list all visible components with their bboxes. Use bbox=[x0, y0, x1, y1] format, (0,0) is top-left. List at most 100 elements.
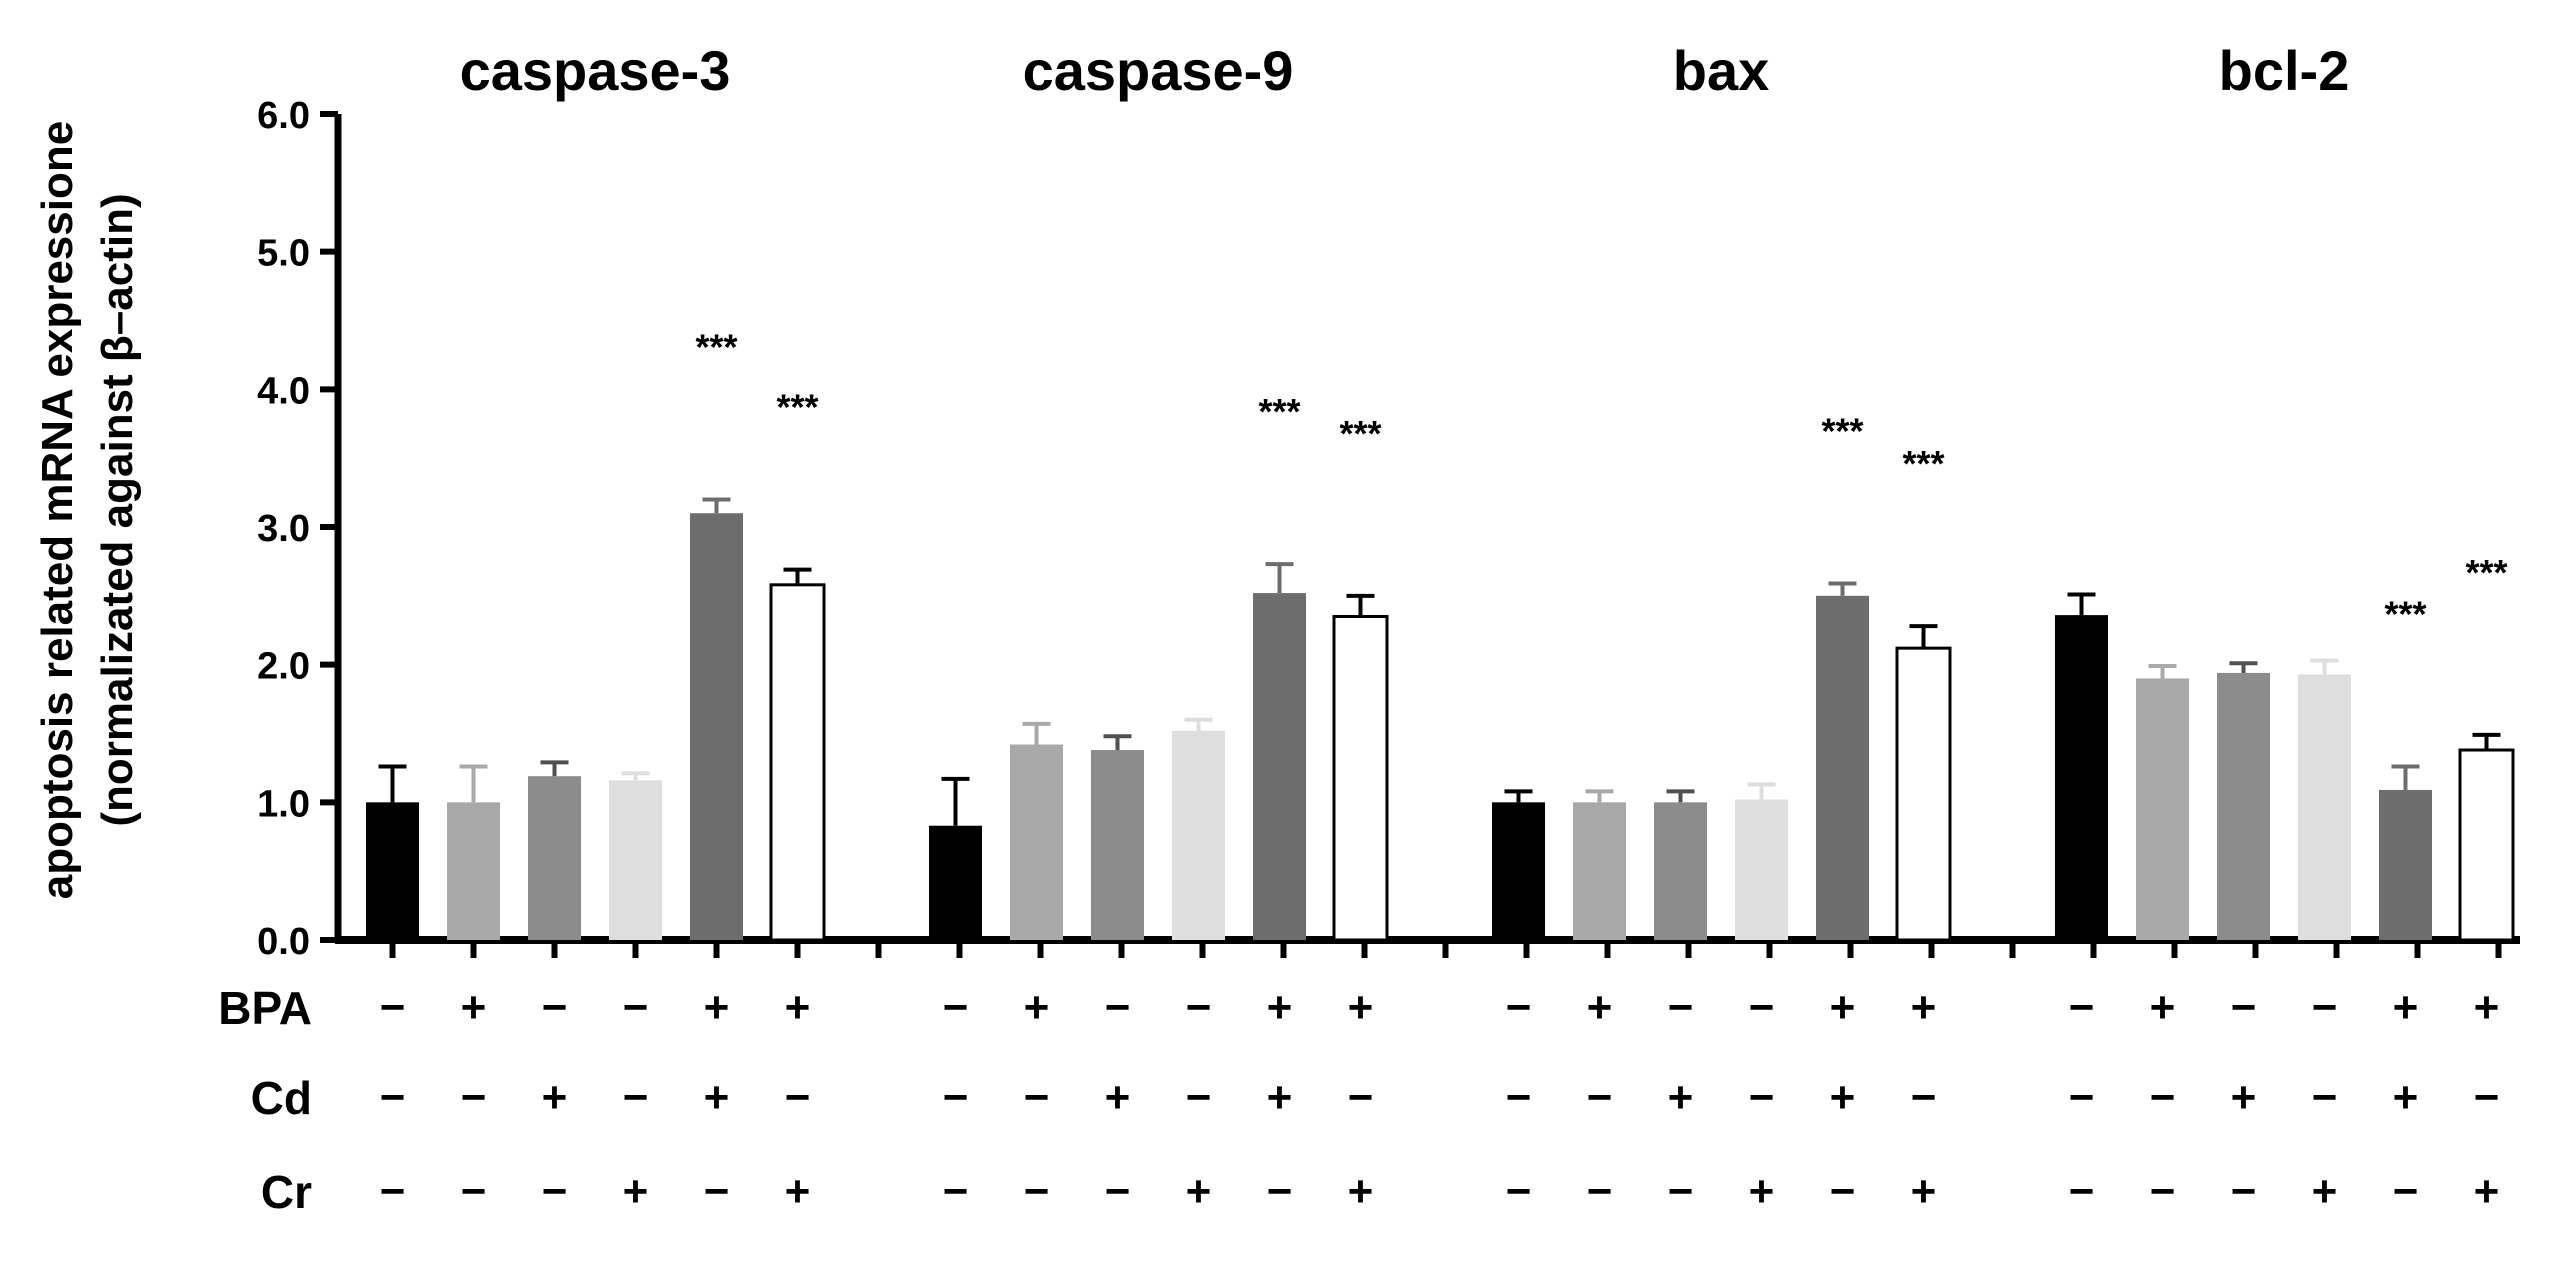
treatment-sign: − bbox=[2312, 983, 2338, 1032]
treatment-sign: + bbox=[2393, 983, 2419, 1032]
y-tick-label: 3.0 bbox=[257, 508, 310, 550]
bar bbox=[2217, 672, 2270, 940]
treatment-sign: + bbox=[2393, 1073, 2419, 1122]
treatment-sign: + bbox=[1749, 1167, 1775, 1216]
bar bbox=[1172, 730, 1225, 940]
treatment-sign: − bbox=[1024, 1073, 1050, 1122]
treatment-sign: − bbox=[380, 1073, 406, 1122]
treatment-sign: − bbox=[2231, 983, 2257, 1032]
treatment-sign: − bbox=[1668, 983, 1694, 1032]
treatment-sign: + bbox=[1830, 1073, 1856, 1122]
treatment-sign: − bbox=[1506, 1073, 1532, 1122]
y-tick-label: 2.0 bbox=[257, 646, 310, 688]
treatment-sign: − bbox=[1267, 1167, 1293, 1216]
significance-label: *** bbox=[1902, 443, 1944, 484]
treatment-sign: + bbox=[1348, 1167, 1374, 1216]
treatment-sign: − bbox=[2069, 1073, 2095, 1122]
y-tick-label: 5.0 bbox=[257, 233, 310, 275]
bar bbox=[929, 825, 982, 940]
bar bbox=[2136, 678, 2189, 940]
bar bbox=[1816, 595, 1869, 940]
bar bbox=[1735, 799, 1788, 940]
bar bbox=[2298, 674, 2351, 940]
treatment-sign: − bbox=[1348, 1073, 1374, 1122]
bar bbox=[1895, 646, 1952, 942]
treatment-sign: − bbox=[1506, 1167, 1532, 1216]
bar bbox=[1253, 593, 1306, 940]
treatment-sign: − bbox=[461, 1073, 487, 1122]
bar bbox=[447, 802, 500, 940]
treatment-sign: + bbox=[542, 1073, 568, 1122]
bar bbox=[1010, 744, 1063, 940]
treatment-sign: + bbox=[785, 983, 811, 1032]
treatment-sign: + bbox=[2474, 1167, 2500, 1216]
bar bbox=[609, 780, 662, 940]
treatment-sign: − bbox=[1186, 983, 1212, 1032]
bar bbox=[1492, 802, 1545, 940]
bar bbox=[690, 513, 743, 940]
y-tick-label: 6.0 bbox=[257, 95, 310, 137]
treatment-sign: + bbox=[1348, 983, 1374, 1032]
treatment-sign: − bbox=[1186, 1073, 1212, 1122]
significance-label: *** bbox=[1258, 391, 1300, 432]
treatment-sign: + bbox=[1911, 1167, 1937, 1216]
treatment-sign: − bbox=[380, 983, 406, 1032]
treatment-sign: − bbox=[2231, 1167, 2257, 1216]
bar bbox=[1573, 802, 1626, 940]
treatment-sign: − bbox=[1749, 983, 1775, 1032]
treatment-sign: − bbox=[2150, 1167, 2176, 1216]
treatment-sign: + bbox=[623, 1167, 649, 1216]
treatment-sign: + bbox=[1587, 983, 1613, 1032]
significance-label: *** bbox=[695, 326, 737, 367]
treatment-sign: − bbox=[2393, 1167, 2419, 1216]
treatment-sign: + bbox=[704, 983, 730, 1032]
treatment-row-label: Cd bbox=[251, 1072, 312, 1124]
treatment-sign: − bbox=[2150, 1073, 2176, 1122]
treatment-sign: − bbox=[461, 1167, 487, 1216]
treatment-sign: − bbox=[1105, 1167, 1131, 1216]
treatment-sign: − bbox=[1587, 1167, 1613, 1216]
treatment-sign: + bbox=[2150, 983, 2176, 1032]
treatment-sign: − bbox=[1105, 983, 1131, 1032]
treatment-row-label: BPA bbox=[218, 982, 312, 1034]
significance-label: *** bbox=[2465, 552, 2507, 593]
treatment-sign: + bbox=[2231, 1073, 2257, 1122]
treatment-sign: − bbox=[1024, 1167, 1050, 1216]
treatment-sign: + bbox=[1186, 1167, 1212, 1216]
treatment-sign: − bbox=[2312, 1073, 2338, 1122]
y-axis: 0.0 1.0 2.0 3.0 4.0 5.0 6.0 bbox=[257, 95, 342, 963]
treatment-sign: − bbox=[1506, 983, 1532, 1032]
treatment-sign: − bbox=[1830, 1167, 1856, 1216]
treatment-sign: + bbox=[1105, 1073, 1131, 1122]
treatment-sign: − bbox=[943, 1073, 969, 1122]
bar bbox=[2379, 789, 2432, 940]
y-axis-label-line-1: apoptosis related mRNA expressione bbox=[33, 121, 82, 899]
bar bbox=[769, 583, 826, 942]
treatment-sign: − bbox=[943, 1167, 969, 1216]
x-axis bbox=[335, 936, 2520, 958]
significance-label: *** bbox=[1339, 413, 1381, 454]
treatment-sign: + bbox=[1830, 983, 1856, 1032]
treatment-sign: − bbox=[1668, 1167, 1694, 1216]
treatment-sign: − bbox=[2069, 983, 2095, 1032]
treatment-sign: + bbox=[785, 1167, 811, 1216]
bar bbox=[1654, 802, 1707, 940]
treatment-sign: − bbox=[785, 1073, 811, 1122]
bars: *** *** *** *** *** *** *** *** bbox=[366, 326, 2515, 942]
treatment-sign: − bbox=[1911, 1073, 1937, 1122]
treatment-sign: + bbox=[704, 1073, 730, 1122]
bar bbox=[1091, 750, 1144, 940]
treatment-sign: + bbox=[461, 983, 487, 1032]
treatment-sign: − bbox=[623, 1073, 649, 1122]
bar bbox=[2055, 615, 2108, 940]
treatment-sign: + bbox=[1911, 983, 1937, 1032]
significance-label: *** bbox=[2384, 594, 2426, 635]
treatment-sign: − bbox=[943, 983, 969, 1032]
treatment-sign: + bbox=[2312, 1167, 2338, 1216]
bar bbox=[528, 776, 581, 940]
treatment-sign: + bbox=[2474, 983, 2500, 1032]
bar bbox=[1332, 614, 1389, 942]
treatment-sign: − bbox=[542, 983, 568, 1032]
bar bbox=[2458, 748, 2515, 942]
